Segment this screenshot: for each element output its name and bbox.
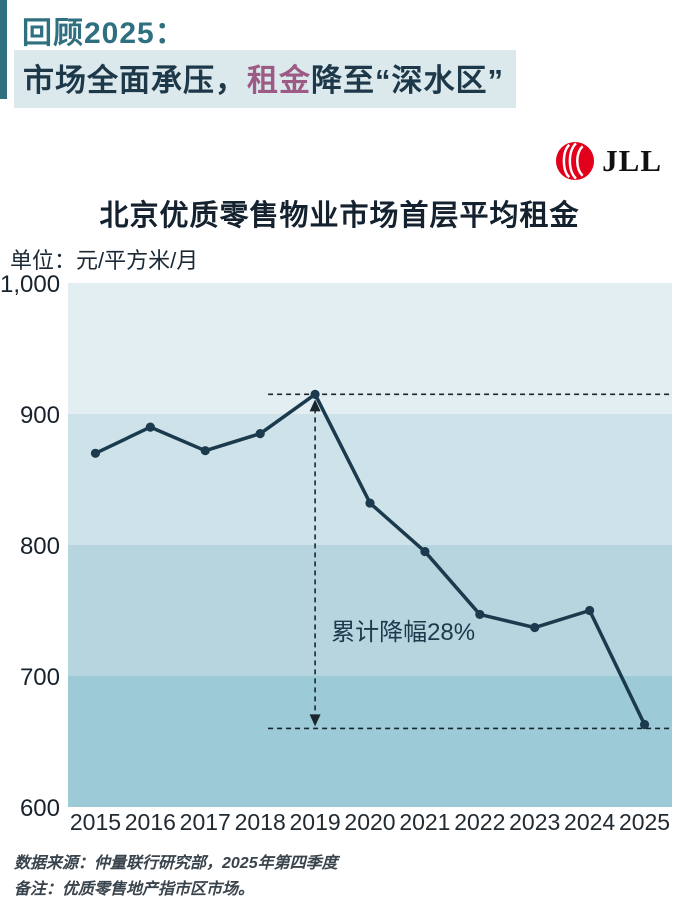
x-axis: 2015 2016 2017 2018 2019 2020 2021 2022 2023 2024… (68, 809, 672, 843)
data-point-2018 (255, 429, 265, 439)
jll-logo-mark-icon (556, 141, 595, 181)
data-point-2020 (365, 498, 375, 508)
plot-area: 累计降幅28% (68, 283, 672, 807)
headline-highlight-word: 租金 (247, 63, 311, 98)
jll-logo-text: JLL (602, 143, 662, 178)
plot-band (68, 283, 672, 414)
y-axis-tick: 800 (19, 533, 60, 560)
source-note: 数据来源：仲量联行研究部，2025年第四季度 (14, 855, 338, 872)
data-point-2025 (639, 719, 650, 730)
arrow-down-head-icon (309, 714, 321, 727)
x-axis-tick: 2023 (509, 809, 561, 835)
y-axis-tick: 700 (19, 664, 60, 691)
y-axis: 1,000 900 800 700 600 (0, 271, 60, 822)
data-point-2024 (585, 605, 595, 616)
data-point-2023 (530, 622, 540, 633)
chart-title: 北京优质零售物业市场首层平均租金 (99, 200, 580, 232)
plot-band (68, 676, 672, 807)
arrow-up-head-icon (309, 399, 321, 412)
data-point-2015 (90, 448, 101, 458)
rent-line-chart (90, 389, 672, 730)
x-axis-tick: 2017 (179, 809, 231, 835)
y-axis-tick: 1,000 (0, 271, 61, 298)
x-axis-tick: 2016 (124, 809, 176, 835)
chart: 1,000 900 800 700 600 累计降幅28% 2015 2016 2017 20… (0, 271, 679, 843)
footnote: 备注：优质零售地产指市区市场。 (14, 881, 255, 898)
footer: 数据来源：仲量联行研究部，2025年第四季度 备注：优质零售地产指市区市场。 (14, 851, 338, 903)
headline: 市场全面承压，租金降至“深水区” (14, 50, 516, 108)
x-axis-tick: 2021 (399, 809, 451, 835)
x-axis-tick: 2015 (69, 809, 122, 835)
decline-annotation-label: 累计降幅28% (331, 619, 476, 647)
headline-pre: 市场全面承压， (23, 63, 247, 98)
x-axis-tick: 2022 (454, 809, 506, 835)
data-point-2017 (200, 446, 210, 456)
jll-logo: JLL (555, 141, 662, 181)
header-accent-bar (0, 0, 7, 99)
x-axis-tick: 2024 (564, 809, 616, 835)
data-point-2019 (310, 389, 320, 399)
data-point-2022 (475, 609, 485, 620)
y-axis-tick: 600 (19, 795, 60, 822)
x-axis-tick: 2025 (618, 809, 671, 835)
kicker-title: 回顾2025： (22, 17, 186, 50)
data-point-2016 (145, 422, 155, 432)
unit-label: 单位：元/平方米/月 (10, 248, 199, 273)
headline-post: 降至“深水区” (311, 63, 504, 98)
y-axis-tick: 900 (19, 402, 60, 429)
rent-line (94, 392, 647, 726)
plot-band (68, 545, 672, 676)
x-axis-tick: 2018 (234, 809, 286, 835)
x-axis-tick: 2020 (344, 809, 396, 835)
x-axis-tick: 2019 (289, 809, 341, 835)
data-point-2021 (420, 546, 430, 557)
